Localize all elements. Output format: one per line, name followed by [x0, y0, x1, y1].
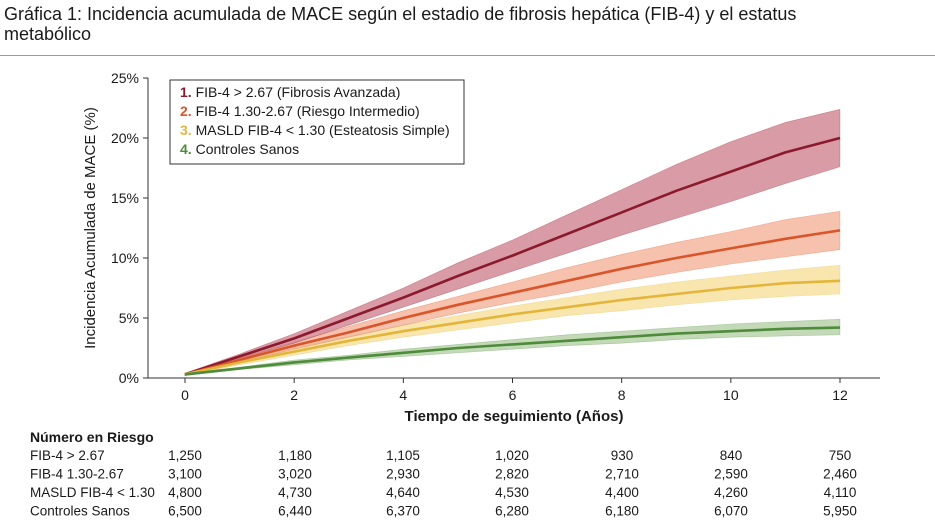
- risk-cell: 1,105: [386, 448, 420, 463]
- risk-cell: 4,110: [824, 485, 857, 500]
- risk-cell: 2,820: [495, 467, 529, 482]
- series-lines: [184, 136, 841, 376]
- legend-number: 4.: [180, 141, 196, 157]
- legend-number: 1.: [180, 84, 196, 100]
- risk-row-label: FIB-4 1.30-2.67: [30, 467, 124, 482]
- x-tick-label: 2: [290, 387, 298, 403]
- risk-row-label: MASLD FIB-4 < 1.30: [30, 485, 155, 500]
- risk-cell: 6,500: [168, 504, 202, 519]
- risk-cell: 2,460: [823, 467, 857, 482]
- x-axis-label: Tiempo de seguimiento (Años): [405, 408, 624, 425]
- ci-band-series-1: [184, 108, 841, 377]
- x-tick-label: 4: [399, 387, 407, 403]
- y-axis-label: Incidencia Acumulada de MACE (%): [82, 107, 99, 349]
- y-tick-label: 20%: [111, 130, 139, 146]
- risk-row-label: FIB-4 > 2.67: [30, 448, 105, 463]
- legend-number: 3.: [180, 122, 196, 138]
- risk-cell: 3,020: [278, 467, 312, 482]
- legend-label: FIB-4 1.30-2.67 (Riesgo Intermedio): [196, 103, 420, 119]
- legend-number: 2.: [180, 103, 196, 119]
- risk-cell: 6,070: [714, 504, 748, 519]
- y-tick-label: 15%: [111, 190, 139, 206]
- risk-cell: 6,440: [278, 504, 312, 519]
- legend-entry-3: 3. MASLD FIB-4 < 1.30 (Esteatosis Simple…: [180, 122, 450, 138]
- series-line-4: [184, 326, 841, 376]
- risk-cell: 1,180: [278, 448, 312, 463]
- risk-cell: 6,180: [605, 504, 639, 519]
- risk-cell: 2,710: [605, 467, 639, 482]
- page-title-container: Gráfica 1: Incidencia acumulada de MACE …: [4, 4, 804, 44]
- legend-entry-4: 4. Controles Sanos: [180, 141, 299, 157]
- legend-box: [169, 79, 465, 165]
- risk-cell: 6,280: [495, 504, 529, 519]
- y-tick-label: 5%: [119, 310, 139, 326]
- risk-cell: 750: [829, 448, 852, 463]
- title-divider: [0, 55, 935, 56]
- risk-cell: 3,100: [168, 467, 202, 482]
- risk-cell: 4,800: [168, 485, 202, 500]
- legend: 1. FIB-4 > 2.67 (Fibrosis Avanzada)2. FI…: [169, 79, 465, 165]
- legend-entry-2: 2. FIB-4 1.30-2.67 (Riesgo Intermedio): [180, 103, 420, 119]
- risk-table: Número en Riesgo FIB-4 > 2.67 1,250 1,180 1,…: [30, 429, 857, 519]
- risk-table-title: Número en Riesgo: [30, 429, 154, 445]
- x-tick-label: 6: [509, 387, 517, 403]
- legend-entry-1: 1. FIB-4 > 2.67 (Fibrosis Avanzada): [180, 84, 400, 100]
- x-tick-label: 0: [181, 387, 189, 403]
- risk-cell: 1,020: [495, 448, 529, 463]
- y-tick-label: 0%: [119, 370, 139, 386]
- legend-label: Controles Sanos: [196, 141, 300, 157]
- risk-cell: 4,260: [714, 485, 748, 500]
- risk-cell: 4,530: [495, 485, 529, 500]
- risk-cell: 2,590: [714, 467, 748, 482]
- risk-cell: 4,730: [278, 485, 312, 500]
- risk-cell: 6,370: [386, 504, 420, 519]
- legend-label: FIB-4 > 2.67 (Fibrosis Avanzada): [196, 84, 401, 100]
- x-tick-label: 12: [832, 387, 848, 403]
- risk-cell: 4,640: [386, 485, 420, 500]
- axes: 0% 5% 10% 15% 20% 25% 0 2 4 6 8 10 12 Tiempo de segui…: [82, 70, 880, 425]
- risk-cell: 5,950: [823, 504, 857, 519]
- series-line-2: [184, 229, 841, 376]
- page-title: Gráfica 1: Incidencia acumulada de MACE …: [4, 4, 797, 44]
- risk-cell: 4,400: [605, 485, 639, 500]
- y-tick-label: 25%: [111, 70, 139, 86]
- risk-cell: 1,250: [168, 448, 202, 463]
- x-tick-label: 10: [723, 387, 739, 403]
- risk-row-label: Controles Sanos: [30, 504, 130, 519]
- risk-cell: 2,930: [386, 467, 420, 482]
- series-line-3: [184, 279, 841, 376]
- legend-label: MASLD FIB-4 < 1.30 (Esteatosis Simple): [196, 122, 450, 138]
- y-tick-label: 10%: [111, 250, 139, 266]
- series-line-1: [184, 136, 841, 376]
- x-tick-label: 8: [618, 387, 626, 403]
- risk-cell: 930: [611, 448, 634, 463]
- risk-cell: 840: [720, 448, 743, 463]
